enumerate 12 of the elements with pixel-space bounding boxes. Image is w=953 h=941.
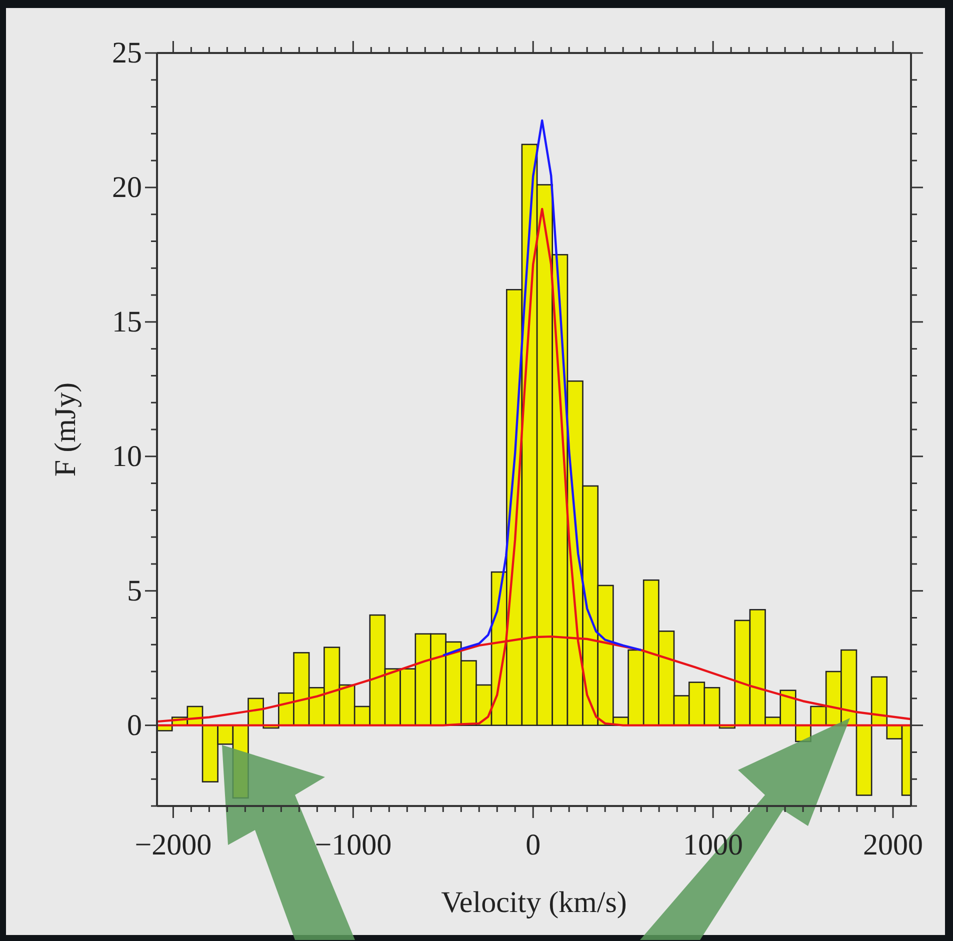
x-tick-label: 2000 <box>863 828 924 862</box>
y-tick-label: 0 <box>127 708 142 742</box>
y-tick-label: 10 <box>112 440 142 473</box>
x-axis-title: Velocity (km/s) <box>441 886 627 919</box>
x-tick-label: −2000 <box>134 828 212 862</box>
y-axis-title: F (mJy) <box>49 382 82 477</box>
x-tick-label: 0 <box>526 828 541 862</box>
y-tick-label: 20 <box>112 171 142 204</box>
y-tick-label: 5 <box>127 574 142 608</box>
y-tick-label: 15 <box>112 306 142 339</box>
y-tick-label: 25 <box>112 36 142 70</box>
x-tick-label: −1000 <box>314 828 392 862</box>
